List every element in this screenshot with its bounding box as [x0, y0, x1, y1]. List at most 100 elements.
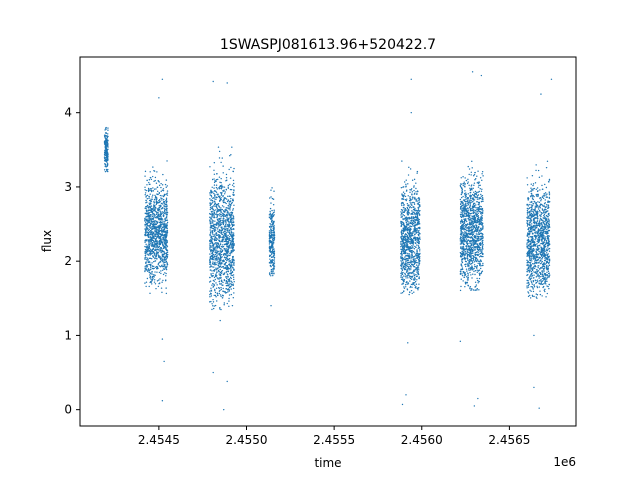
flux-point: [166, 194, 169, 196]
flux-point: [218, 231, 221, 234]
flux-point: [151, 218, 153, 220]
flux-point: [232, 194, 235, 197]
flux-point: [220, 207, 222, 209]
flux-point: [220, 253, 223, 256]
flux-point: [406, 244, 409, 246]
flux-point: [471, 218, 474, 220]
flux-point: [213, 192, 215, 195]
flux-point: [227, 274, 229, 276]
flux-point: [469, 188, 472, 191]
flux-point: [217, 234, 219, 236]
flux-point: [482, 237, 484, 240]
flux-point: [155, 203, 158, 206]
flux-point: [415, 254, 417, 256]
flux-point: [147, 259, 149, 261]
flux-point: [149, 193, 151, 195]
flux-point: [405, 235, 407, 238]
flux-point: [476, 289, 478, 291]
flux-point: [156, 271, 158, 273]
flux-point: [480, 228, 482, 230]
flux-point: [146, 239, 148, 241]
flux-point: [151, 270, 153, 273]
flux-point: [407, 254, 409, 257]
flux-point: [403, 267, 405, 270]
flux-point: [230, 280, 233, 283]
flux-point: [209, 229, 211, 231]
flux-point: [164, 212, 166, 215]
flux-point: [213, 238, 216, 240]
flux-point: [401, 193, 403, 195]
flux-point: [409, 222, 412, 224]
flux-point: [466, 250, 468, 252]
flux-point: [418, 201, 421, 204]
flux-point: [220, 213, 222, 216]
flux-point: [146, 219, 149, 221]
flux-point: [220, 286, 222, 289]
flux-point: [209, 192, 211, 194]
flux-point: [229, 239, 231, 242]
flux-point: [400, 257, 402, 259]
flux-point: [161, 248, 163, 250]
flux-point: [147, 254, 149, 256]
flux-point: [156, 248, 158, 250]
flux-point: [157, 231, 159, 234]
flux-point: [104, 170, 107, 173]
flux-point: [146, 250, 149, 253]
flux-point: [461, 267, 464, 269]
flux-point: [154, 283, 157, 285]
flux-point: [156, 242, 159, 245]
flux-point: [155, 255, 158, 257]
flux-point: [413, 252, 416, 254]
flux-point: [400, 246, 402, 248]
flux-point: [148, 195, 150, 198]
flux-point: [218, 277, 220, 279]
flux-point: [146, 231, 148, 234]
flux-point: [219, 248, 222, 250]
flux-point: [147, 225, 150, 227]
flux-point: [150, 205, 152, 207]
flux-point: [152, 255, 154, 258]
flux-point: [403, 203, 405, 206]
flux-point: [228, 221, 230, 223]
flux-point: [403, 246, 405, 248]
flux-point: [226, 252, 228, 255]
flux-point: [144, 225, 146, 227]
flux-point: [404, 195, 407, 198]
flux-point: [272, 254, 275, 256]
flux-point: [220, 177, 222, 180]
flux-point: [160, 250, 162, 252]
flux-point: [405, 227, 407, 229]
flux-point: [144, 270, 146, 273]
flux-point: [223, 236, 225, 238]
flux-point: [162, 173, 164, 176]
flux-point: [224, 248, 226, 251]
flux-point: [461, 192, 463, 194]
flux-point: [470, 244, 473, 246]
flux-point: [400, 264, 402, 266]
flux-point: [219, 200, 221, 203]
flux-point: [470, 260, 473, 262]
flux-point: [270, 217, 273, 219]
flux-point: [158, 204, 160, 207]
flux-point: [215, 255, 218, 257]
flux-point: [232, 276, 235, 278]
flux-point: [165, 209, 168, 211]
flux-point: [152, 242, 154, 244]
flux-point: [405, 271, 408, 273]
flux-point: [273, 238, 276, 240]
flux-point: [469, 203, 472, 205]
flux-point: [414, 192, 416, 195]
flux-point: [151, 272, 153, 274]
flux-point: [212, 250, 215, 252]
flux-point: [159, 278, 161, 280]
flux-point: [153, 213, 156, 216]
flux-point: [215, 191, 218, 193]
flux-point: [272, 274, 274, 277]
flux-point: [224, 201, 226, 204]
flux-point: [482, 262, 484, 265]
flux-point: [417, 272, 419, 274]
flux-point: [233, 292, 235, 294]
flux-point: [418, 246, 421, 249]
flux-point: [145, 212, 147, 215]
flux-point: [209, 239, 211, 242]
